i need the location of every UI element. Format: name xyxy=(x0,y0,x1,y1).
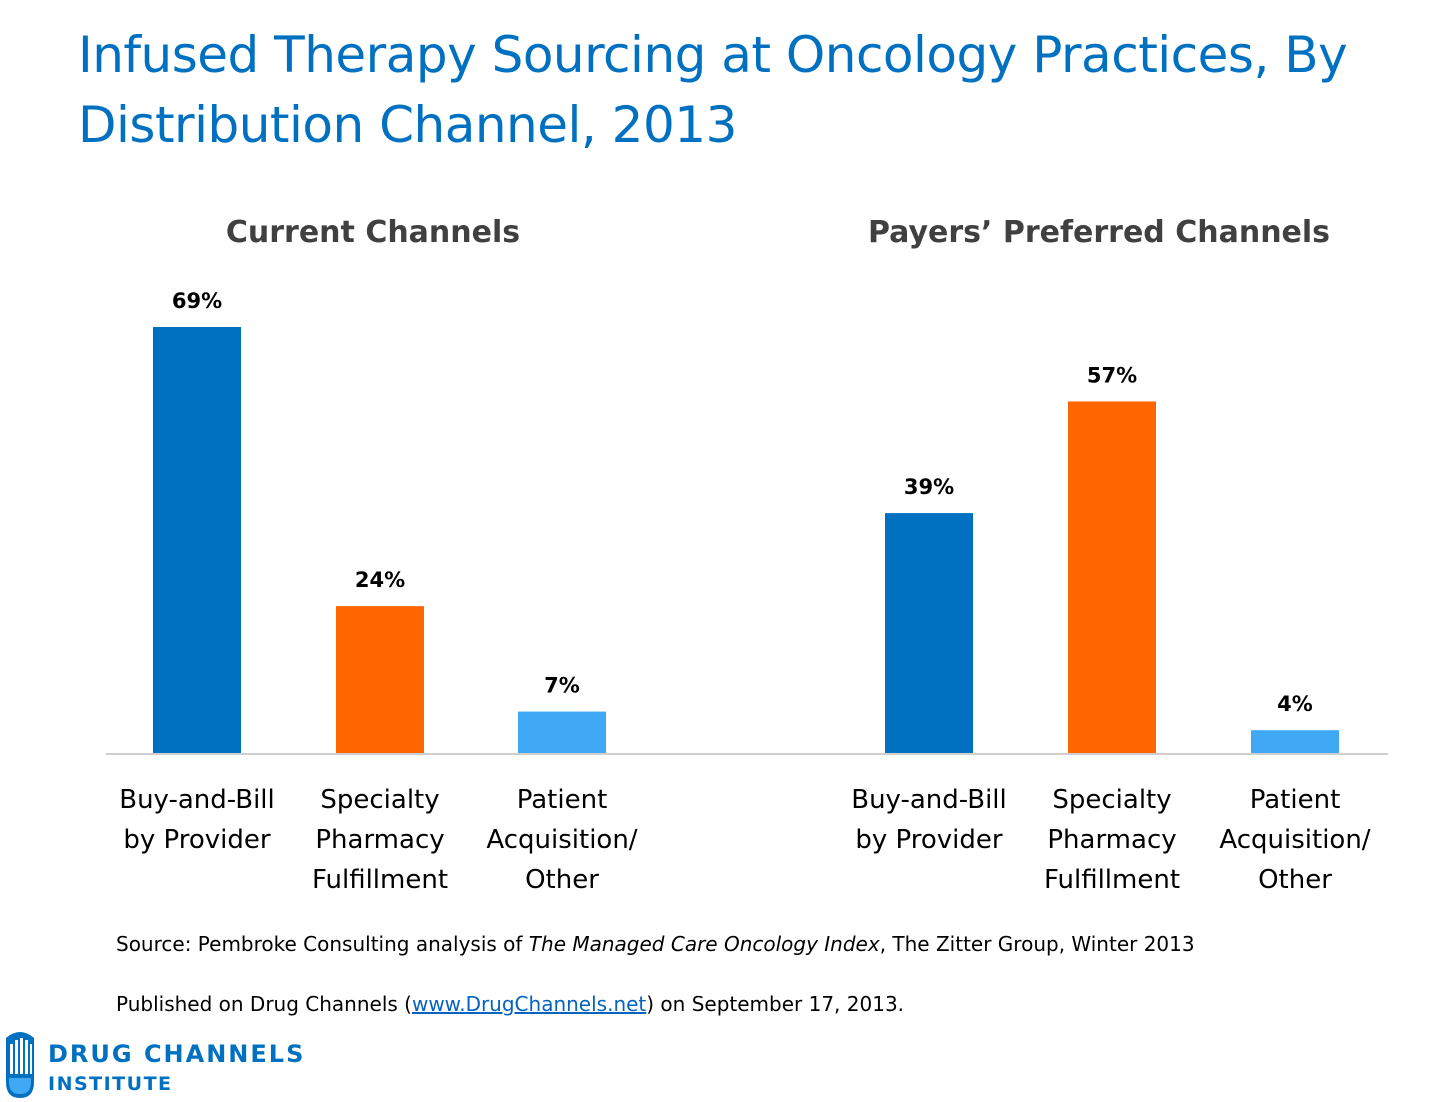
logo-name: DRUG CHANNELS xyxy=(48,1040,306,1068)
logo-subtitle: INSTITUTE xyxy=(48,1073,173,1095)
published-suffix: ) on September 17, 2013. xyxy=(646,992,905,1016)
drugchannels-link[interactable]: www.DrugChannels.net xyxy=(411,992,647,1016)
panel-title: Payers’ Preferred Channels xyxy=(868,215,1330,250)
category-label: Specialty xyxy=(1052,785,1171,815)
drug-channels-logo-icon xyxy=(6,1032,34,1098)
category-label: by Provider xyxy=(855,825,1003,855)
category-label: Pharmacy xyxy=(1047,825,1176,855)
source-suffix: , The Zitter Group, Winter 2013 xyxy=(879,932,1195,956)
data-label: 69% xyxy=(172,289,222,313)
bar xyxy=(516,709,608,755)
category-label: Fulfillment xyxy=(1044,865,1180,895)
bar xyxy=(151,325,243,755)
category-label: Acquisition/ xyxy=(1219,825,1370,855)
panel-title: Current Channels xyxy=(226,215,520,250)
chart-title: Infused Therapy Sourcing at Oncology Pra… xyxy=(78,26,1348,154)
data-label: 39% xyxy=(904,475,954,499)
data-label: 4% xyxy=(1277,692,1313,716)
published-note: Published on Drug Channels (www.DrugChan… xyxy=(116,992,904,1016)
category-label: Acquisition/ xyxy=(486,825,637,855)
category-label: Buy-and-Bill xyxy=(119,785,275,815)
category-label: Other xyxy=(525,865,599,895)
category-label: by Provider xyxy=(123,825,271,855)
category-label: Other xyxy=(1258,865,1332,895)
category-label: Pharmacy xyxy=(315,825,444,855)
category-label: Specialty xyxy=(320,785,439,815)
data-label: 24% xyxy=(355,568,405,592)
data-label: 57% xyxy=(1087,363,1137,387)
bar xyxy=(883,511,975,756)
source-note: Source: Pembroke Consulting analysis of … xyxy=(116,932,1195,956)
source-prefix: Source: Pembroke Consulting analysis of xyxy=(116,932,529,956)
category-label: Fulfillment xyxy=(312,865,448,895)
bar-chart: Current Channels 69% Buy-and-Bill by Provid… xyxy=(106,215,1388,895)
category-label: Patient xyxy=(517,785,608,815)
data-label: 7% xyxy=(544,674,580,698)
source-title: The Managed Care Oncology Index xyxy=(528,932,880,956)
bar xyxy=(334,604,426,755)
category-label: Buy-and-Bill xyxy=(851,785,1007,815)
bar xyxy=(1066,399,1158,755)
bar xyxy=(1249,728,1341,756)
published-prefix: Published on Drug Channels ( xyxy=(116,992,412,1016)
category-label: Patient xyxy=(1250,785,1341,815)
